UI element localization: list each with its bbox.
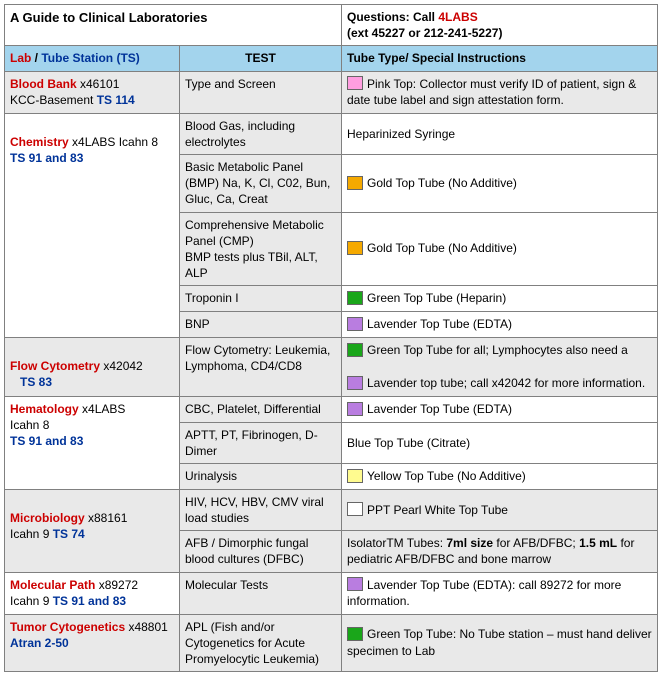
instr-blood-bank: Pink Top: Collector must verify ID of pa…	[342, 71, 658, 113]
swatch-green	[347, 343, 363, 357]
questions-cell: Questions: Call 4LABS (ext 45227 or 212-…	[342, 5, 658, 46]
col-tube: Tube Type/ Special Instructions	[342, 46, 658, 71]
instr-afb: IsolatorTM Tubes: 7ml size for AFB/DFBC;…	[342, 531, 658, 572]
instr-cmp: Gold Top Tube (No Additive)	[342, 212, 658, 286]
guide-title: A Guide to Clinical Laboratories	[5, 5, 342, 46]
lab-flow-cytometry: Flow Cytometry x42042 TS 83	[5, 337, 180, 396]
instr-bnp: Lavender Top Tube (EDTA)	[342, 312, 658, 338]
test-type-screen: Type and Screen	[180, 71, 342, 113]
swatch-green	[347, 291, 363, 305]
brand-4labs: 4LABS	[438, 10, 477, 24]
instr-troponin: Green Top Tube (Heparin)	[342, 286, 658, 312]
instr-aptt: Blue Top Tube (Citrate)	[342, 422, 658, 463]
test-bmp: Basic Metabolic Panel (BMP) Na, K, Cl, C…	[180, 154, 342, 212]
swatch-lavender	[347, 577, 363, 591]
test-flow: Flow Cytometry: Leukemia, Lymphoma, CD4/…	[180, 337, 342, 396]
lab-blood-bank: Blood Bank x46101 KCC-Basement TS 114	[5, 71, 180, 113]
instr-hiv: PPT Pearl White Top Tube	[342, 489, 658, 530]
test-molecular: Molecular Tests	[180, 572, 342, 614]
instr-apl: Green Top Tube: No Tube station – must h…	[342, 614, 658, 672]
instr-cbc: Lavender Top Tube (EDTA)	[342, 396, 658, 422]
test-cmp: Comprehensive Metabolic Panel (CMP) BMP …	[180, 212, 342, 286]
test-blood-gas: Blood Gas, including electrolytes	[180, 113, 342, 154]
test-aptt: APTT, PT, Fibrinogen, D-Dimer	[180, 422, 342, 463]
test-troponin: Troponin I	[180, 286, 342, 312]
test-bnp: BNP	[180, 312, 342, 338]
swatch-lavender	[347, 376, 363, 390]
test-afb: AFB / Dimorphic fungal blood cultures (D…	[180, 531, 342, 572]
swatch-white	[347, 502, 363, 516]
instr-blood-gas: Heparinized Syringe	[342, 113, 658, 154]
lab-guide-table: A Guide to Clinical Laboratories Questio…	[4, 4, 658, 672]
lab-chemistry: Chemistry x4LABS Icahn 8 TS 91 and 83	[5, 113, 180, 337]
swatch-yellow	[347, 469, 363, 483]
lab-tumor-cytogenetics: Tumor Cytogenetics x48801 Atran 2-50	[5, 614, 180, 672]
instr-bmp: Gold Top Tube (No Additive)	[342, 154, 658, 212]
swatch-gold	[347, 241, 363, 255]
test-hiv: HIV, HCV, HBV, CMV viral load studies	[180, 489, 342, 530]
lab-microbiology: Microbiology x88161 Icahn 9 TS 74	[5, 489, 180, 572]
instr-flow: Green Top Tube for all; Lymphocytes also…	[342, 337, 658, 396]
test-cbc: CBC, Platelet, Differential	[180, 396, 342, 422]
swatch-green	[347, 627, 363, 641]
swatch-lavender	[347, 402, 363, 416]
swatch-gold	[347, 176, 363, 190]
swatch-pink	[347, 76, 363, 90]
instr-urinalysis: Yellow Top Tube (No Additive)	[342, 463, 658, 489]
lab-hematology: Hematology x4LABS Icahn 8 TS 91 and 83	[5, 396, 180, 489]
test-apl: APL (Fish and/or Cytogenetics for Acute …	[180, 614, 342, 672]
instr-molecular: Lavender Top Tube (EDTA): call 89272 for…	[342, 572, 658, 614]
col-test: TEST	[180, 46, 342, 71]
lab-molecular-path: Molecular Path x89272 Icahn 9 TS 91 and …	[5, 572, 180, 614]
test-urinalysis: Urinalysis	[180, 463, 342, 489]
swatch-lavender	[347, 317, 363, 331]
col-lab-ts: Lab / Tube Station (TS)	[5, 46, 180, 71]
